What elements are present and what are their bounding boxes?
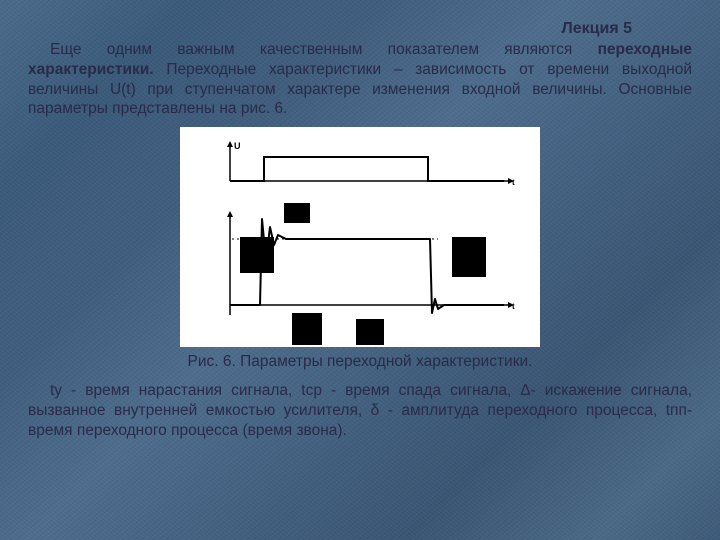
figure-6: Ut t bbox=[180, 127, 540, 347]
svg-text:t: t bbox=[512, 178, 515, 187]
svg-text:U: U bbox=[234, 141, 241, 151]
figure-caption: Рис. 6. Параметры переходной характерист… bbox=[28, 353, 692, 371]
intro-paragraph: Еще одним важным качественным показателе… bbox=[28, 40, 692, 119]
lecture-title: Лекция 5 bbox=[28, 20, 632, 38]
transient-response-plot: Ut t bbox=[180, 127, 540, 347]
legend-paragraph: tу - время нарастания сигнала, tср - вре… bbox=[28, 381, 692, 440]
intro-text-a: Еще одним важным качественным показателе… bbox=[50, 41, 598, 58]
svg-text:t: t bbox=[512, 302, 515, 311]
